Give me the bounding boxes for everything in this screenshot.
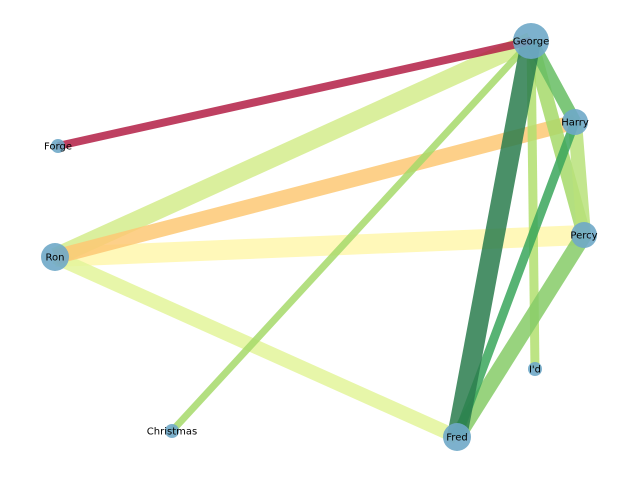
edge-percy-fred: [450, 230, 591, 442]
node-circle[interactable]: [41, 243, 69, 271]
node-label: Christmas: [147, 427, 197, 438]
node-circle[interactable]: [443, 423, 471, 451]
edge-george-christmas: [169, 38, 534, 434]
edge-george-fred: [447, 39, 541, 439]
node-george[interactable]: George: [513, 23, 549, 59]
node-layer: George Harry Forge Ron Percy I'd Christmas Fred: [41, 23, 598, 451]
edge-forge-george: [57, 37, 532, 150]
node-forge[interactable]: Forge: [44, 139, 72, 153]
node-circle[interactable]: [528, 362, 542, 376]
node-label: Percy: [570, 231, 597, 242]
node-circle[interactable]: [513, 23, 549, 59]
edge-ron-george: [51, 32, 535, 266]
node-label: George: [513, 37, 549, 48]
edge-ron-harry: [53, 114, 577, 265]
node-fred[interactable]: Fred: [443, 423, 471, 451]
node-circle[interactable]: [571, 222, 597, 248]
node-ron[interactable]: Ron: [41, 243, 69, 271]
edge-ron-fred: [52, 250, 460, 444]
node-circle[interactable]: [51, 139, 65, 153]
node-harry[interactable]: Harry: [561, 109, 589, 135]
node-circle[interactable]: [165, 424, 179, 438]
node-label: Harry: [561, 118, 589, 129]
node-label: Forge: [44, 142, 72, 153]
node-christmas[interactable]: Christmas: [147, 424, 197, 438]
edge-layer: [51, 32, 591, 444]
node-id[interactable]: I'd: [528, 362, 542, 376]
edge-harry-percy: [568, 121, 591, 236]
node-label: Ron: [46, 253, 65, 264]
node-circle[interactable]: [562, 109, 588, 135]
node-label: Fred: [446, 433, 467, 444]
node-label: I'd: [529, 365, 541, 376]
node-percy[interactable]: Percy: [570, 222, 598, 248]
